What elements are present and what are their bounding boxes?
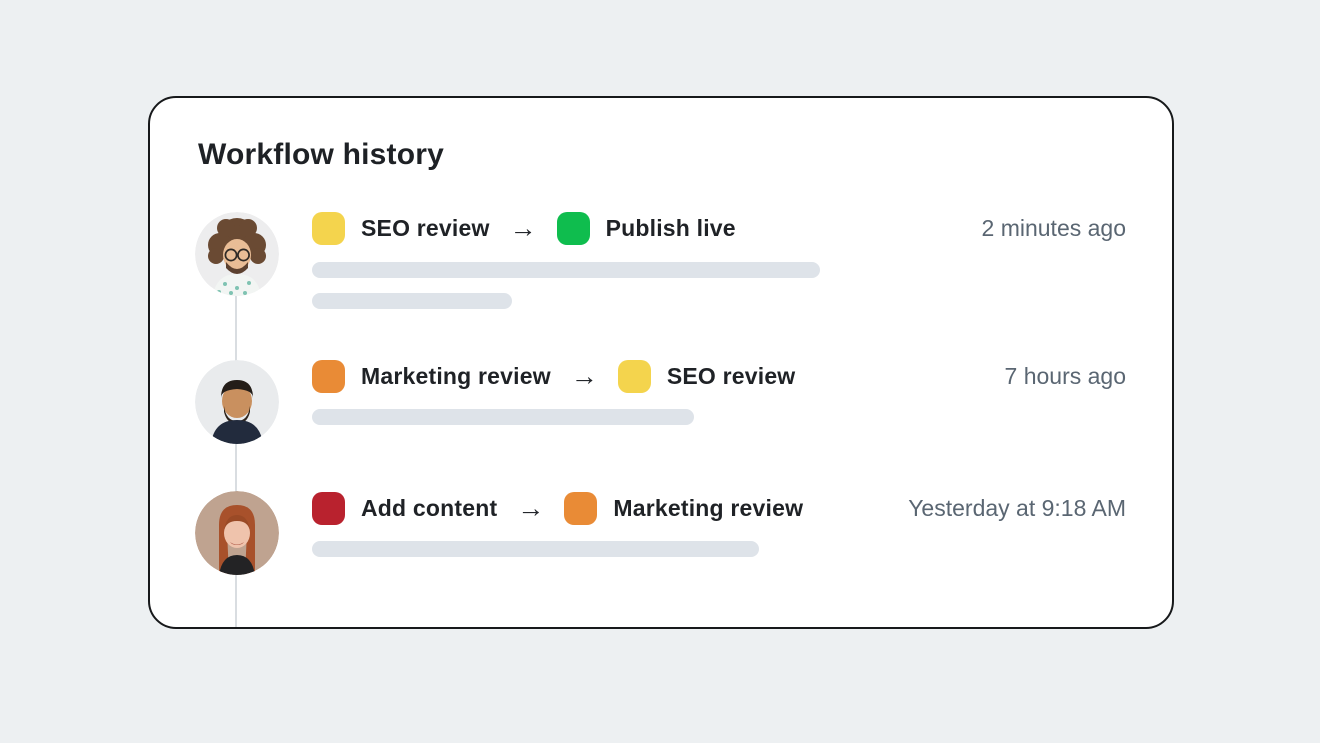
stage-color-badge xyxy=(312,211,345,245)
history-event-row: SEO review → Publish live 2 minutes ago xyxy=(312,211,1126,245)
stage-label-to: Publish live xyxy=(605,214,736,241)
stage-transition: Marketing review → SEO review xyxy=(312,359,796,393)
arrow-right-icon: → xyxy=(517,492,545,523)
arrow-right-icon: → xyxy=(509,212,537,243)
event-timestamp: 7 hours ago xyxy=(1004,362,1126,389)
stage-label-to: SEO review xyxy=(666,362,796,389)
placeholder-bar xyxy=(312,262,820,278)
event-timestamp: Yesterday at 9:18 AM xyxy=(908,494,1126,521)
stage-color-badge xyxy=(556,211,590,245)
stage-color-badge xyxy=(617,359,651,393)
card-title: Workflow history xyxy=(198,138,444,171)
avatar-user-3 xyxy=(195,491,279,575)
avatar-man-beard-icon xyxy=(195,360,279,444)
history-event-row: Add content → Marketing review Yesterday… xyxy=(312,491,1126,525)
stage-transition: SEO review → Publish live xyxy=(312,211,736,245)
avatar-man-glasses-icon xyxy=(195,212,279,296)
avatar-user-1 xyxy=(195,212,279,296)
arrow-right-icon: → xyxy=(570,360,598,391)
stage-label-to: Marketing review xyxy=(613,494,804,521)
event-timestamp: 2 minutes ago xyxy=(981,214,1126,241)
avatar-user-2 xyxy=(195,360,279,444)
history-event-row: Marketing review → SEO review 7 hours ag… xyxy=(312,359,1126,393)
placeholder-bar xyxy=(312,409,694,425)
stage-label-from: SEO review xyxy=(361,214,490,241)
stage-label-from: Add content xyxy=(361,494,498,521)
avatar-woman-red-hair-icon xyxy=(195,491,279,575)
stage-transition: Add content → Marketing review xyxy=(312,491,804,525)
stage-color-badge xyxy=(312,491,345,525)
placeholder-bar xyxy=(312,293,512,309)
workflow-history-card: Workflow history xyxy=(148,96,1174,629)
stage-color-badge xyxy=(312,359,345,393)
stage-label-from: Marketing review xyxy=(361,362,551,389)
placeholder-bar xyxy=(312,541,759,557)
stage-color-badge xyxy=(564,491,598,525)
